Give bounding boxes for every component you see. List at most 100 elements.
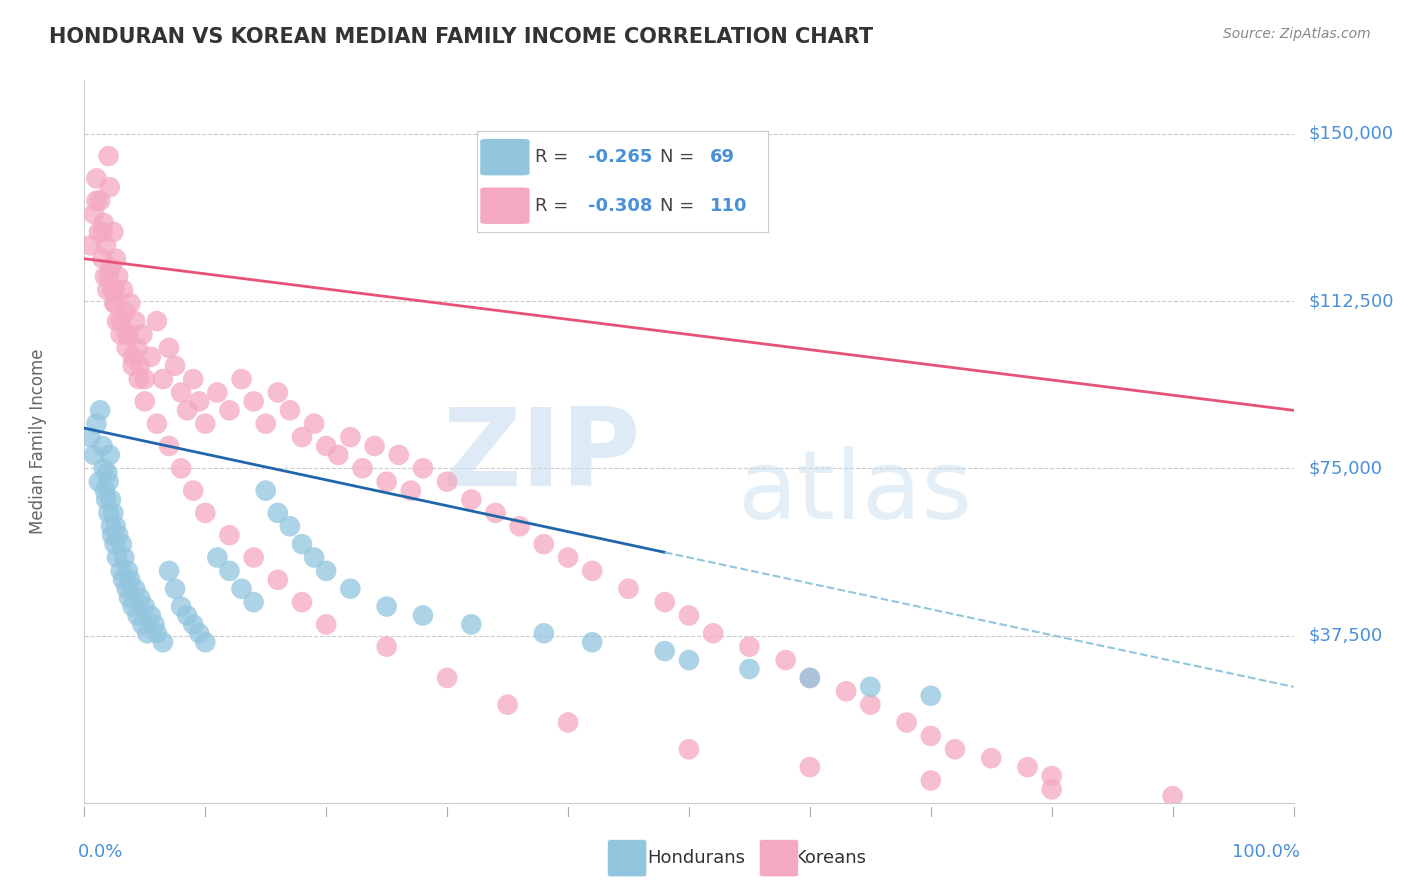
Point xyxy=(112,283,135,297)
Point xyxy=(375,599,398,614)
Point xyxy=(702,626,724,640)
Point xyxy=(231,582,253,596)
Point xyxy=(302,417,325,431)
Point xyxy=(96,466,118,480)
Point xyxy=(97,149,120,163)
Point xyxy=(181,372,204,386)
Point xyxy=(152,635,174,649)
Point xyxy=(139,608,162,623)
Point xyxy=(254,483,277,498)
Point xyxy=(101,528,124,542)
Point xyxy=(460,617,482,632)
Point xyxy=(83,448,105,462)
Point xyxy=(181,617,204,632)
Point xyxy=(188,394,211,409)
Point xyxy=(859,680,882,694)
Point xyxy=(87,475,110,489)
Point xyxy=(115,327,138,342)
Point xyxy=(98,448,121,462)
Point xyxy=(136,626,159,640)
Point xyxy=(412,608,434,623)
Text: $112,500: $112,500 xyxy=(1308,292,1393,310)
Point xyxy=(278,403,301,417)
Point xyxy=(86,171,108,186)
Point xyxy=(254,417,277,431)
Point xyxy=(302,550,325,565)
Text: Hondurans: Hondurans xyxy=(647,849,745,867)
Point xyxy=(436,475,458,489)
Text: $150,000: $150,000 xyxy=(1308,125,1393,143)
Point xyxy=(194,635,217,649)
Point xyxy=(152,372,174,386)
Point xyxy=(89,194,111,208)
Point xyxy=(315,617,337,632)
Point xyxy=(124,314,146,328)
Point xyxy=(97,269,120,284)
Point xyxy=(533,626,555,640)
Point xyxy=(799,671,821,685)
Point xyxy=(375,640,398,654)
Point xyxy=(170,461,193,475)
Point xyxy=(1040,782,1063,797)
Point xyxy=(165,359,187,373)
Point xyxy=(104,519,127,533)
Point xyxy=(129,359,152,373)
Point xyxy=(509,519,531,533)
Point xyxy=(157,564,180,578)
Point xyxy=(315,564,337,578)
Point xyxy=(557,550,579,565)
Point xyxy=(114,305,136,319)
Point xyxy=(134,394,156,409)
Point xyxy=(339,582,361,596)
Point xyxy=(112,550,135,565)
Point xyxy=(231,372,253,386)
Point xyxy=(557,715,579,730)
Text: Koreans: Koreans xyxy=(794,849,866,867)
Point xyxy=(775,653,797,667)
Text: HONDURAN VS KOREAN MEDIAN FAMILY INCOME CORRELATION CHART: HONDURAN VS KOREAN MEDIAN FAMILY INCOME … xyxy=(49,27,873,46)
Point xyxy=(91,439,114,453)
Point xyxy=(328,448,350,462)
Point xyxy=(460,492,482,507)
Point xyxy=(176,608,198,623)
Point xyxy=(97,506,120,520)
Point xyxy=(207,385,229,400)
Point xyxy=(242,550,264,565)
Text: atlas: atlas xyxy=(737,446,973,539)
Point xyxy=(86,417,108,431)
Text: Median Family Income: Median Family Income xyxy=(30,349,48,534)
Point xyxy=(581,564,603,578)
Point xyxy=(352,461,374,475)
Point xyxy=(1040,769,1063,783)
Point xyxy=(146,626,169,640)
Point xyxy=(388,448,411,462)
Point xyxy=(134,372,156,386)
Point xyxy=(533,537,555,551)
Point xyxy=(678,608,700,623)
Point xyxy=(115,341,138,355)
Point xyxy=(363,439,385,453)
Point xyxy=(134,599,156,614)
Point xyxy=(157,341,180,355)
Point xyxy=(399,483,422,498)
Point xyxy=(315,439,337,453)
Point xyxy=(170,385,193,400)
Point xyxy=(131,617,153,632)
Point xyxy=(436,671,458,685)
Point xyxy=(96,283,118,297)
Point xyxy=(267,573,290,587)
Point xyxy=(218,564,240,578)
Point xyxy=(146,314,169,328)
Point xyxy=(94,492,117,507)
Point xyxy=(339,430,361,444)
Point xyxy=(86,194,108,208)
Point xyxy=(738,640,761,654)
Point xyxy=(115,582,138,596)
Point xyxy=(194,506,217,520)
Point xyxy=(94,269,117,284)
Point xyxy=(128,372,150,386)
Point xyxy=(129,591,152,605)
Point xyxy=(118,591,141,605)
Point xyxy=(103,225,125,239)
Point xyxy=(121,350,143,364)
